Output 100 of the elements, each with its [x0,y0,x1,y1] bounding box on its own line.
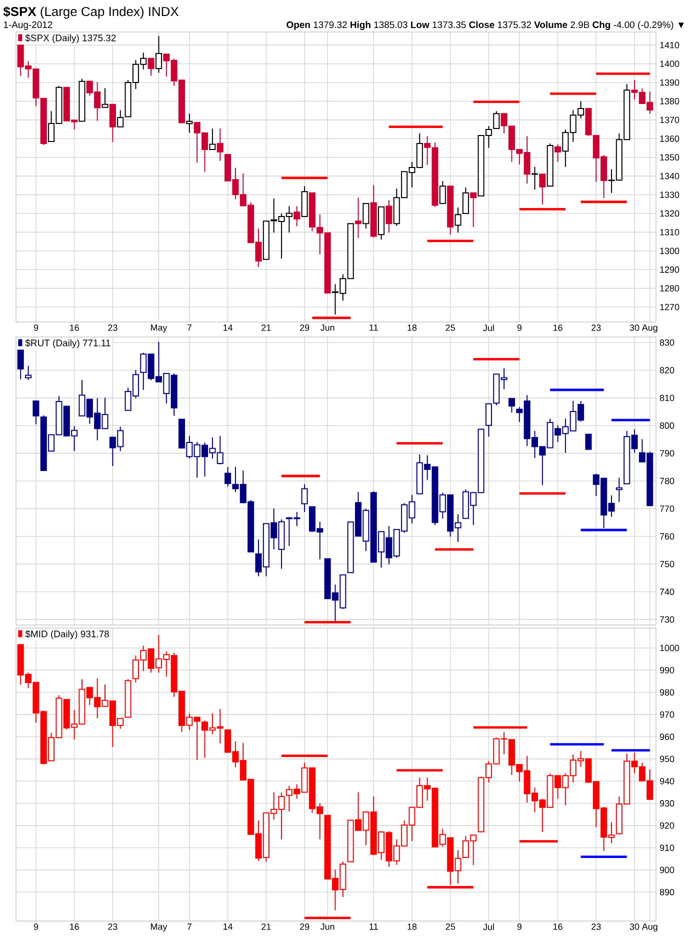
y-tick-label: 790 [660,450,674,456]
x-tick-label: 29 [300,924,310,930]
y-tick-label: 910 [660,844,674,851]
candlestick [462,186,469,214]
y-tick-label: 800 [660,422,674,429]
x-tick-label: 23 [592,324,601,331]
y-tick-label: 830 [660,339,674,346]
candlestick [301,484,308,513]
candlestick [362,203,370,230]
y-tick-label: 810 [660,394,674,402]
y-tick-label: 1290 [660,266,680,273]
candlestick [109,104,116,142]
x-tick-label: 16 [553,924,562,930]
y-tick-label: 980 [660,689,674,696]
x-tick-label: 30 [630,924,640,930]
x-tick-label: 16 [553,324,562,331]
x-tick-label: 7 [187,324,192,331]
candlestick [354,197,362,238]
x-tick-label: 29 [300,324,310,331]
x-tick-label: Jun [320,924,334,930]
y-tick-label: 920 [660,822,674,829]
y-tick-label: 750 [660,560,674,568]
candlestick [554,144,562,162]
candlestick [209,128,216,150]
candlestick [439,180,446,204]
candlestick [454,206,462,234]
x-tick-label: 18 [408,324,417,331]
y-tick-label: 940 [660,778,674,784]
y-tick-label: 1310 [660,229,680,236]
x-tick-label: 7 [187,924,192,930]
x-tick-label: 23 [592,924,601,930]
x-tick-label: 16 [70,924,79,930]
candlestick [539,174,546,205]
candlestick [585,434,592,450]
x-tick-label: 9 [34,324,38,331]
y-tick-label: 1360 [660,135,680,142]
text: Open 1379.32 High 1385.03 Low 1373.35 Close 1375.32 Volume 2.9B Chg -4.00 (-0.29%) ▼ [286,21,684,30]
x-tick-label: 16 [70,324,79,331]
y-tick-label: 1280 [660,285,680,292]
candlestick [186,113,193,134]
candlestick [470,192,477,228]
legend-label: $SPX (Daily) 1375.32 [25,34,116,44]
y-tick-label: 1380 [660,98,680,104]
y-tick-label: 770 [660,506,674,512]
y-tick-label: 1000 [660,644,680,652]
candlestick [148,58,154,76]
y-tick-label: 1330 [660,192,680,198]
y-tick-label: 1410 [660,42,680,48]
x-tick-label: May [151,924,168,932]
x-tick-label: 21 [262,924,271,930]
legend-label: $RUT (Daily) 771.11 [25,339,110,348]
y-tick-label: 1390 [660,79,680,86]
x-tick-label: 9 [517,924,522,930]
x-tick-label: Jul [483,324,494,332]
y-tick-label: 950 [660,756,674,762]
x-tick-label: 25 [446,924,455,930]
candlestick [155,36,162,74]
x-tick-label: 25 [446,324,455,331]
y-tick-label: 820 [660,367,674,374]
candlestick [616,477,622,503]
x-tick-label: May [151,324,168,333]
x-tick-label: 9 [517,324,522,331]
y-tick-label: 760 [660,533,674,540]
y-tick-label: 890 [660,888,674,896]
candlestick [508,398,515,414]
y-tick-label: 1370 [660,116,680,124]
y-tick-label: 780 [660,478,674,484]
y-tick-label: 960 [660,734,674,740]
y-tick-label: 1340 [660,172,680,180]
chart-title: $SPX (Large Cap Index) INDX [3,6,179,19]
y-tick-label: 1400 [660,60,680,67]
x-tick-label: 18 [408,924,417,930]
y-tick-label: 1320 [660,210,680,217]
candlestick [216,128,224,162]
x-tick-label: 23 [108,324,118,331]
legend-label: $MID (Daily) 931.78 [25,630,109,640]
y-tick-label: 1300 [660,248,680,254]
x-tick-label: 11 [370,924,378,930]
y-tick-label: 730 [660,616,674,623]
y-tick-label: 1270 [660,304,680,310]
candlestick [17,348,24,380]
candlestick [386,200,392,234]
x-tick-label: Aug [642,924,658,932]
x-tick-label: 23 [108,924,118,930]
candlestick [493,110,500,130]
x-tick-label: 9 [34,924,38,930]
x-tick-label: Jun [320,324,334,331]
x-tick-label: Jul [483,924,494,930]
candlestick [117,110,124,128]
x-tick-label: 21 [262,324,271,331]
y-tick-label: 740 [660,588,674,595]
candlestick [25,365,32,380]
y-tick-label: 990 [660,666,674,674]
x-tick-label: 11 [370,324,378,331]
candlestick [224,466,232,488]
candlestick [102,88,108,108]
y-tick-label: 970 [660,711,674,718]
x-tick-label: 30 [630,324,640,331]
y-tick-label: 900 [660,866,674,874]
y-tick-label: 930 [660,800,674,807]
